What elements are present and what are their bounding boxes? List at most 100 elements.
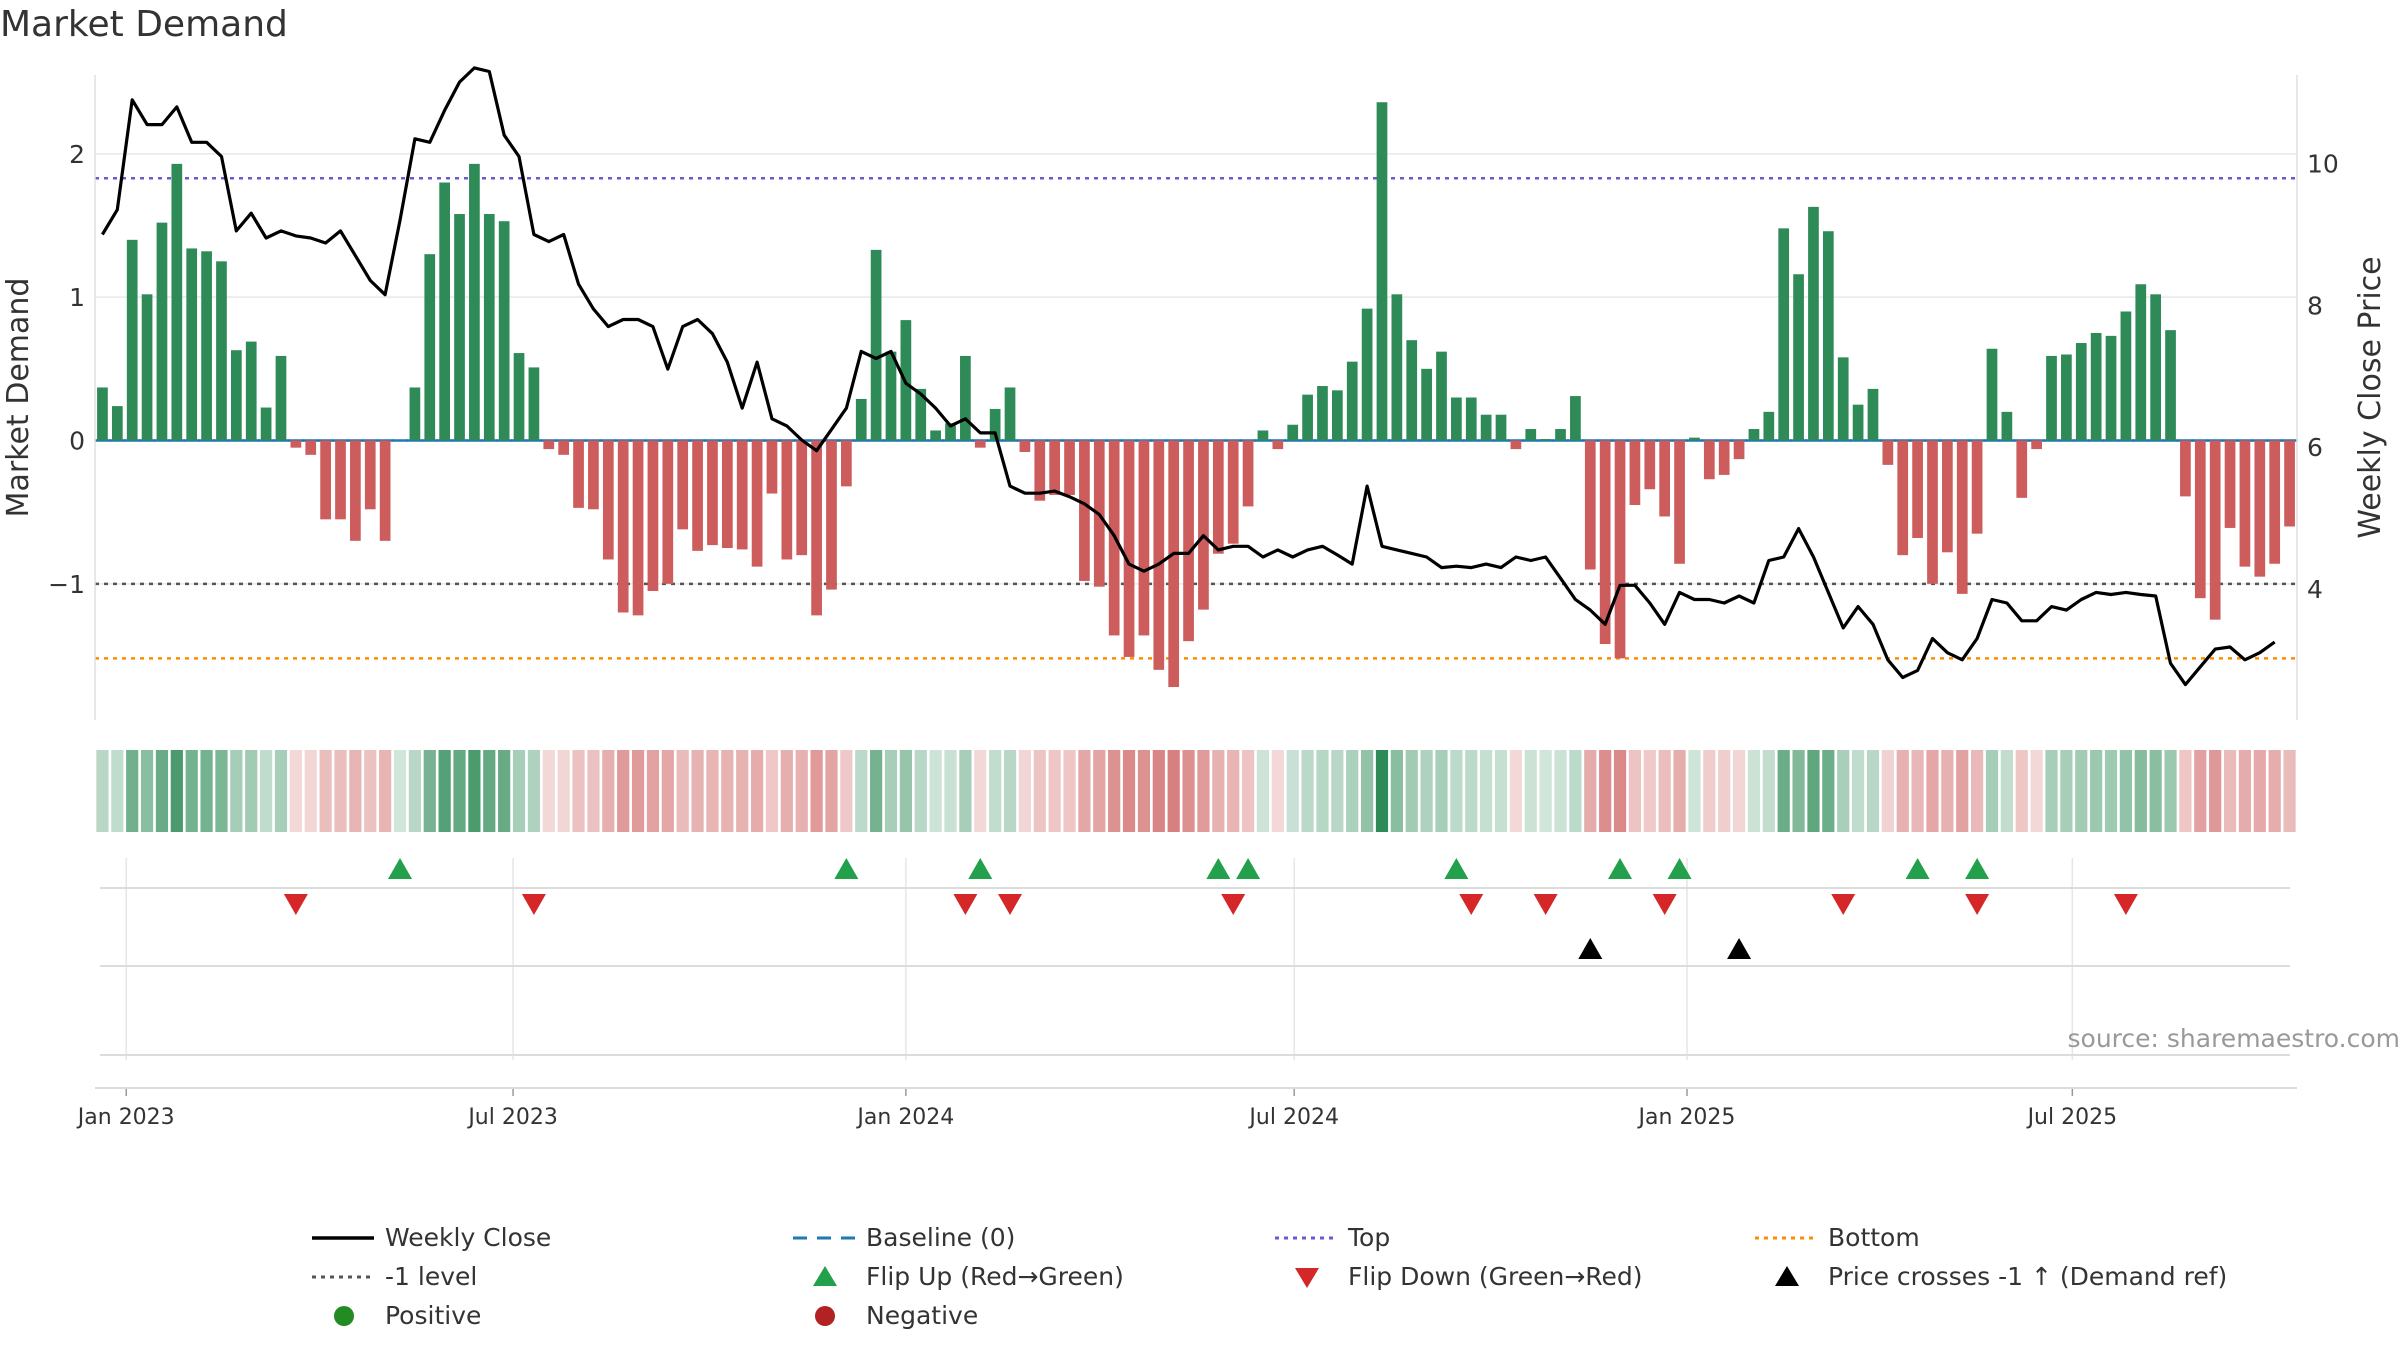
strip-cell [1718,750,1731,832]
demand-bar [1897,440,1909,556]
strip-cell [1524,750,1537,832]
strip-cell [1628,750,1642,832]
demand-bar [230,350,242,441]
demand-bar [1555,429,1566,441]
strip-cell [2283,750,2296,832]
strip-cell [1837,750,1850,832]
strip-cell [1911,750,1924,832]
demand-bar [1317,386,1328,441]
demand-bar [1465,397,1477,441]
demand-bar [811,440,822,616]
strip-cell [2090,750,2103,832]
demand-bar [97,387,108,441]
strip-cell [1599,750,1612,832]
demand-bar [1822,231,1834,441]
demand-bar [826,440,837,590]
strip-cell [855,750,868,832]
demand-bar [1852,404,1864,441]
strip-cell [527,750,541,832]
strip-cell [289,750,302,832]
demand-bar [558,440,570,455]
demand-bar [1123,440,1135,657]
strip-cell [1122,750,1136,832]
demand-bar [2284,440,2295,527]
strip-cell [468,750,481,832]
strip-cell [1569,750,1582,832]
strip-cell [840,750,853,832]
strip-cell [1212,750,1225,832]
strip-cell [780,750,793,832]
strip-cell [2268,750,2281,832]
demand-bar [1778,228,1790,441]
strip-cell [1033,750,1046,832]
strip-cell [1048,750,1061,832]
strip-cell [1985,750,1999,832]
demand-bar [1525,429,1537,441]
demand-bar [1763,411,1775,441]
positive-legend-label: Positive [385,1301,482,1330]
demand-bar [662,440,674,584]
demand-bar [1480,414,1492,441]
strip-cell [1866,750,1880,832]
demand-bar [2046,355,2057,441]
strip-cell [2164,750,2177,832]
price-cross-marker [1727,938,1752,959]
demand-bar [1614,440,1626,659]
demand-bar [1361,308,1373,441]
demand-bar [1659,440,1671,517]
demand-bar [2165,330,2176,441]
demand-bar [111,406,123,441]
demand-bar [1837,357,1849,441]
demand-bar [454,214,465,441]
strip-cell [1807,750,1820,832]
strip-cell [512,750,526,832]
demand-bar [156,222,168,441]
strip-cell [1554,750,1567,832]
strip-cell [2179,750,2192,832]
demand-bar [2269,440,2281,564]
strip-cell [617,750,630,832]
demand-bar [1748,429,1760,441]
strip-cell [2075,750,2088,832]
demand-bar [1406,340,1418,441]
y2-tick-label: 4 [2307,575,2323,604]
demand-bar [707,440,718,546]
demand-bar [1019,440,1031,452]
strip-cell [691,750,704,832]
demand-bar [1495,414,1507,441]
strip-cell [2045,750,2058,832]
flip-down-marker [1459,894,1484,915]
demand-bar [573,440,584,508]
demand-bar [1198,440,1209,610]
strip-cell [1375,750,1389,832]
demand-bar [528,367,540,441]
price_cross-legend-label: Price crosses -1 ↑ (Demand ref) [1828,1262,2228,1291]
demand-bar [1703,440,1715,480]
demand-bar [1793,274,1804,441]
demand-bar [632,440,644,616]
strip-cell [1271,750,1284,832]
demand-bar [2180,440,2191,497]
demand-bar [1079,440,1090,581]
top-legend-label: Top [1348,1223,1391,1252]
strip-cell [1703,750,1716,832]
strip-cell [2015,750,2028,832]
flip-down-marker [1221,894,1246,915]
flip_down-legend-label: Flip Down (Green→Red) [1348,1262,1643,1291]
demand-bar [1689,437,1700,441]
strip-cell [884,750,898,832]
negative-legend-symbol [815,1306,835,1326]
strip-cell [1777,750,1790,832]
strip-cell [2223,750,2237,832]
demand-bar [290,440,302,448]
demand-bar [2150,294,2162,441]
legend-symbols [312,1236,1817,1326]
strip-cell [1018,750,1031,832]
strip-cell [1167,750,1180,832]
demand-bar [409,387,421,441]
strip-cell [1137,750,1151,832]
y2-axis-title: Weekly Close Price [2353,256,2388,538]
strip-cell [1822,750,1835,832]
demand-bar [692,440,703,551]
